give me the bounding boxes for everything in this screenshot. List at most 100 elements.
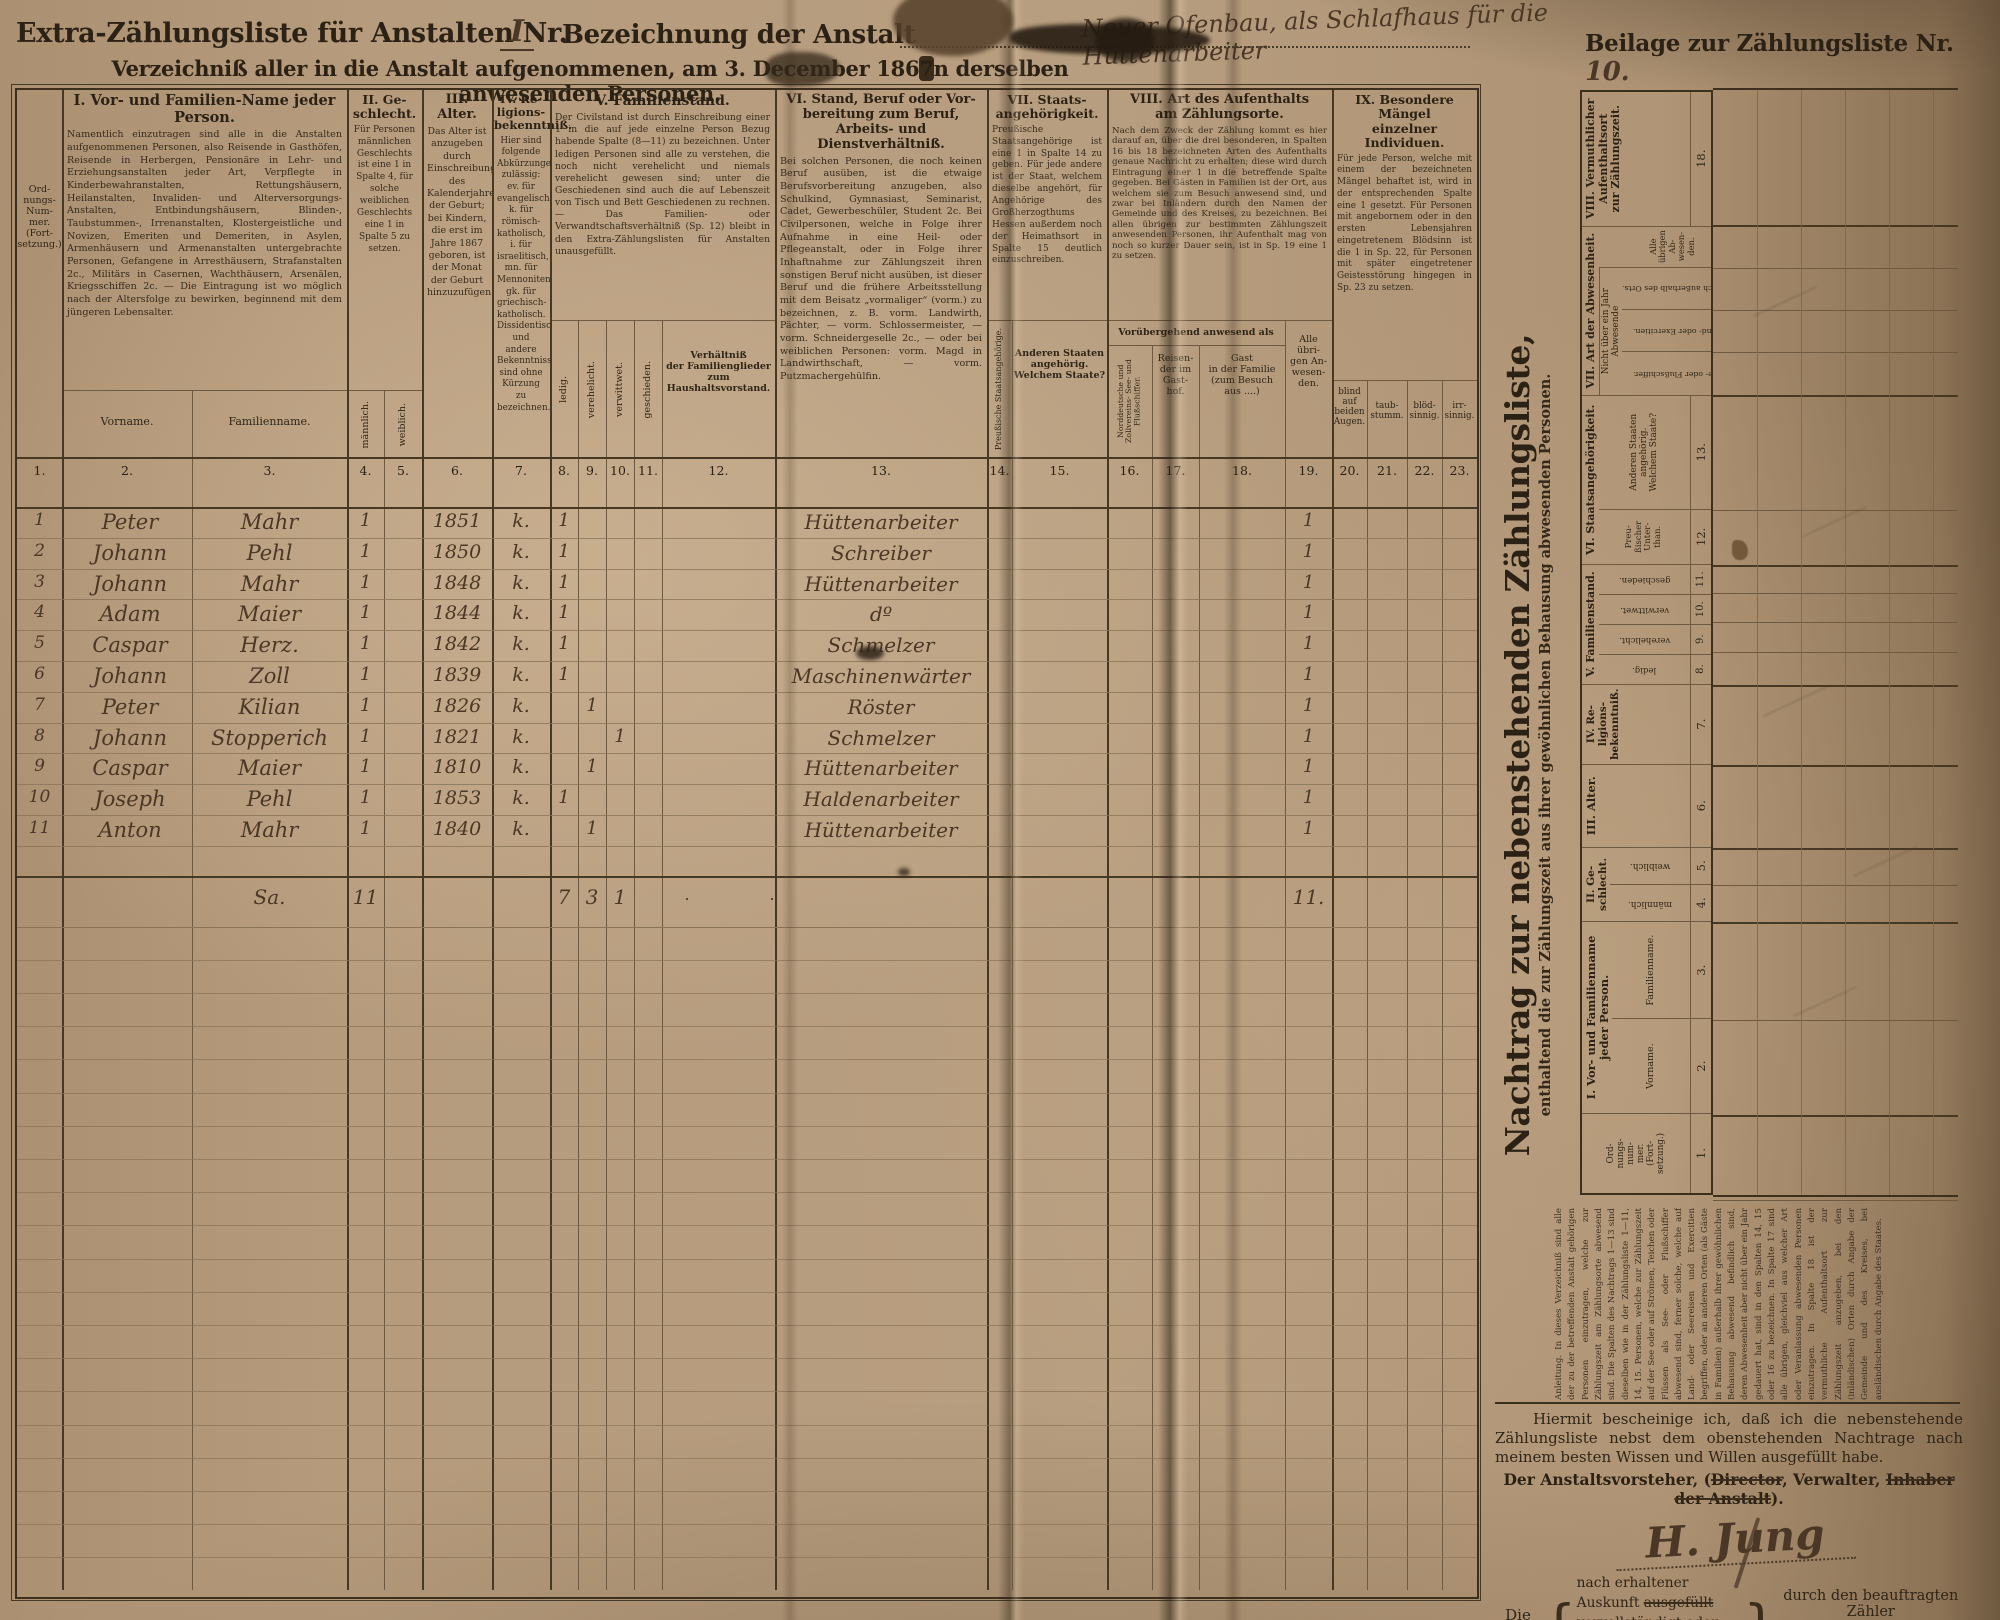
cell-ordnungsnummer: 7 [34, 694, 45, 715]
row-rule [17, 599, 1477, 601]
cell-geburtsjahr: 1850 [432, 540, 482, 563]
nachtrag-col-ledig: ledig. 8. [1599, 654, 1711, 684]
cell-ordnungsnummer: 6 [34, 664, 45, 684]
nachtrag-title: Nachtrag zur nebenstehenden Zählungslist… [1498, 333, 1537, 1157]
col-preussische-label: Preußische Staatsangehörige. [994, 328, 1004, 451]
cell-anwesend: 1 [1302, 818, 1315, 839]
nachtrag-header: Ord- nungs- num- mer. (Fort- setzung.) 1… [1580, 90, 1713, 1195]
main-table: Ord- nungs- Num- mer. (Fort- setzung.) I… [15, 88, 1479, 1599]
row-rule [17, 537, 1477, 539]
col-schiffer: Norddeutsche und Zollvereins- See- und F… [1107, 346, 1152, 457]
cell-religion: k. [512, 602, 530, 625]
col-weiblich: weiblich. [384, 390, 422, 458]
role-pre: Der Anstaltsvorsteher, ( [1503, 1470, 1711, 1490]
h-rule [17, 457, 1477, 459]
liste-status-row: Die Liste ist { nach erhaltener Auskunft… [1495, 1573, 1963, 1620]
cell-maennlich: 1 [359, 571, 372, 593]
col-number-12: 12. [708, 463, 729, 478]
cell-maennlich: 1 [359, 664, 372, 685]
col-number-18: 18. [1232, 463, 1252, 478]
cell-maennlich: 1 [359, 756, 372, 778]
group-name: I. Vor- und Familien-Name jeder Person. … [62, 90, 347, 390]
summary-label: Sa. [253, 884, 286, 909]
group-geschlecht-desc: Für Personen männlichen Geschlechts ist … [353, 124, 416, 254]
col-uebrige-label: Alle übri- gen An- wesen- den. [1285, 320, 1332, 457]
col-irrsinnig-label: irr- sinnig. [1442, 380, 1477, 457]
cell-familienstand-ledig: 1 [558, 787, 570, 809]
row-rule [17, 1325, 1477, 1326]
v-rule [634, 320, 635, 1590]
cell-anwesend: 1 [1302, 756, 1315, 778]
nachtrag-num-2: 2. [1690, 1019, 1711, 1113]
col-weiblich-label: weiblich. [397, 402, 409, 447]
nachtrag-col-familienname: Familienname. 3. [1612, 921, 1711, 1020]
nachtrag-band-rule [1713, 922, 1958, 924]
nachtrag-group-alter: III. Alter. 6. [1582, 764, 1711, 848]
nachtrag-num-11: 11. [1690, 564, 1711, 594]
nachtrag-num-18: 18. [1690, 92, 1711, 226]
v-rule [775, 90, 777, 1590]
cell-vorname: Joseph [94, 787, 166, 812]
summary-verwittwet: 1 [613, 884, 627, 909]
anleitung-block: Anleitung. In dieses Verzeichniß sind al… [1553, 1208, 1905, 1400]
nachtrag-maennlich-label: männlich. [1628, 898, 1673, 909]
certification-block: Hiermit bescheinige ich, daß ich die neb… [1495, 1410, 1963, 1620]
summary-anwesend: 11. [1292, 884, 1325, 909]
group-beruf-desc: Bei solchen Personen, die noch keinen Be… [780, 155, 982, 382]
col-maennlich-label: männlich. [359, 400, 371, 449]
cell-geburtsjahr: 1821 [432, 725, 482, 748]
group-maengel: IX. Besondere Mängel einzelner Individue… [1332, 90, 1477, 380]
nachtrag-weiblich-label: weiblich. [1629, 861, 1671, 872]
row-rule [17, 815, 1477, 816]
col-gast-label: Gast in der Familie (zum Besuch aus ....… [1208, 353, 1276, 397]
v-rule [1012, 320, 1013, 1590]
nachtrag-col-16: auf Besuch außerhalb des Orts. 16. [1621, 267, 1711, 311]
col-number-2: 2. [121, 463, 133, 478]
role-mid: , Verwalter, [1782, 1470, 1886, 1490]
liste-options: nach erhaltener Auskunft ausgefüllt verv… [1577, 1573, 1743, 1620]
main-table-outer-border [11, 84, 1481, 1601]
cell-ordnungsnummer: 1 [34, 510, 45, 530]
group-aufenthalt-desc: Nach dem Zweck der Zählung kommt es hier… [1112, 125, 1327, 262]
cell-religion: k. [512, 787, 530, 810]
nachtrag-subgroup-label: Nicht über ein Jahr Abwesende [1598, 267, 1622, 395]
group-geschlecht: II. Ge- schlecht. Für Personen männliche… [347, 90, 422, 390]
nachtrag-g2-title: II. Ge- schlecht. [1585, 857, 1610, 911]
nachtrag-num-12: 12. [1690, 509, 1711, 564]
nachtrag-preussisch-label: Preu- ßischer Unter- than. [1623, 520, 1664, 553]
v-rule [550, 90, 552, 1590]
row-rule [17, 1125, 1477, 1127]
cell-anwesend: 1 [1302, 602, 1315, 624]
nachtrag-14-label: als See- oder Flußschiffer. [1632, 369, 1711, 379]
temp-anwesend-header: Vorübergehend anwesend als [1107, 320, 1285, 346]
cell-familienstand-verehelicht: 1 [586, 818, 598, 839]
nachtrag-alter-spacer [1599, 765, 1690, 847]
v-rule [662, 320, 663, 1590]
cell-familienname: Mahr [240, 818, 299, 842]
cell-vorname: Johann [92, 571, 168, 596]
nachtrag-row-rule [1845, 90, 1846, 1195]
col-number-19: 19. [1298, 463, 1319, 478]
nachtrag-g7-title: VII. Art der Abwesenheit. [1584, 232, 1597, 389]
col-number-1: 1. [33, 463, 46, 478]
nachtrag-verwittwet-label: verwittwet. [1619, 604, 1669, 615]
nachtrag-g5-title: V. Familienstand. [1584, 571, 1597, 678]
nachtrag-band-rule [1713, 685, 1958, 687]
nachtrag-col-maennlich: männlich. 4. [1610, 884, 1711, 921]
cell-vorname: Adam [99, 602, 161, 627]
cell-maennlich: 1 [359, 694, 372, 716]
cell-vorname: Caspar [92, 633, 168, 658]
row-rule [17, 1424, 1477, 1426]
signature-vorsteher: H. Jung [1613, 1508, 1857, 1572]
v-rule [422, 90, 424, 1590]
nachtrag-num-9: 9. [1690, 624, 1711, 654]
cell-familienname: Mahr [240, 571, 299, 596]
cell-religion: k. [512, 694, 530, 717]
nachtrag-ord-label: Ord- nungs- num- mer. (Fort- setzung.) [1605, 1132, 1667, 1174]
v-rule [1407, 380, 1408, 1590]
nachtrag-band-rule [1713, 622, 1958, 623]
cell-anwesend: 1 [1302, 725, 1315, 747]
cell-geburtsjahr: 1842 [432, 633, 482, 656]
col-number-3: 3. [263, 463, 276, 478]
nachtrag-geschieden-label: geschieden. [1618, 574, 1671, 585]
